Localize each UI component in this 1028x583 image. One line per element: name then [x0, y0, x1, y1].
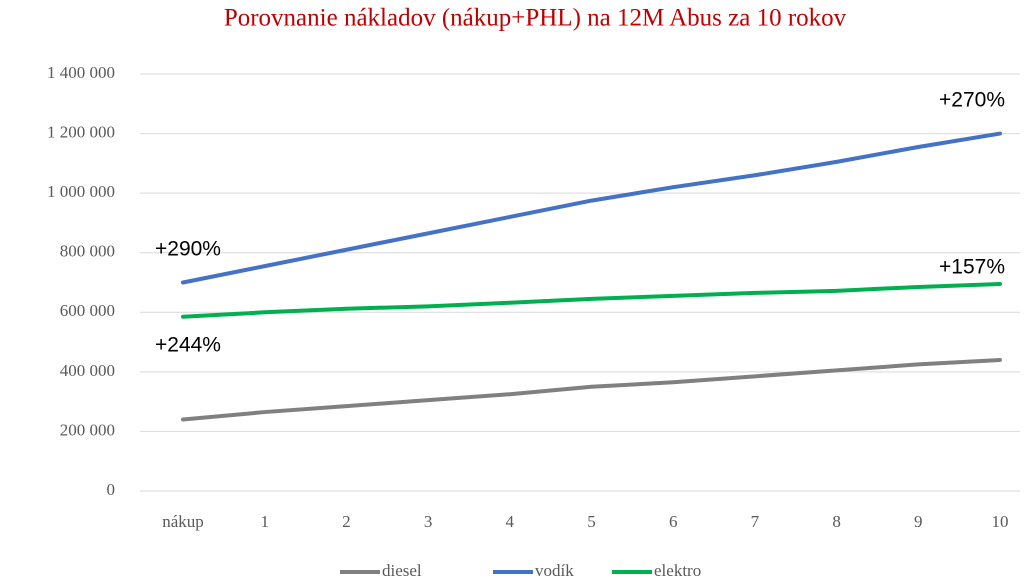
- x-tick-label: 10: [992, 512, 1009, 531]
- annotation: +244%: [155, 334, 221, 357]
- x-tick-label: 4: [506, 512, 515, 531]
- x-tick-label: 2: [342, 512, 351, 531]
- x-tick-label: 9: [914, 512, 923, 531]
- legend-label: diesel: [382, 561, 422, 580]
- y-tick-label: 600 000: [60, 301, 115, 320]
- y-tick-label: 1 400 000: [47, 63, 115, 82]
- line-series: [181, 357, 1002, 422]
- annotation: +290%: [155, 238, 221, 261]
- x-tick-label: 6: [669, 512, 678, 531]
- annotation: +157%: [939, 256, 1005, 279]
- y-tick-label: 1 200 000: [47, 122, 115, 141]
- x-tick-label: 1: [260, 512, 269, 531]
- y-tick-label: 0: [107, 480, 116, 499]
- line-series: [181, 131, 1002, 285]
- y-tick-label: 400 000: [60, 361, 115, 380]
- annotation: +270%: [939, 89, 1005, 112]
- y-tick-label: 200 000: [60, 420, 115, 439]
- chart-title: Porovnanie nákladov (nákup+PHL) na 12M A…: [224, 5, 847, 32]
- x-tick-label: 7: [751, 512, 760, 531]
- y-tick-label: 1 000 000: [47, 182, 115, 201]
- y-tick-label: 800 000: [60, 242, 115, 261]
- x-tick-label: 5: [587, 512, 596, 531]
- legend-label: elektro: [654, 561, 701, 580]
- legend-label: vodík: [535, 561, 574, 580]
- x-tick-label: 3: [424, 512, 433, 531]
- x-tick-label: nákup: [162, 512, 204, 531]
- line-series: [181, 281, 1002, 319]
- x-tick-label: 8: [832, 512, 841, 531]
